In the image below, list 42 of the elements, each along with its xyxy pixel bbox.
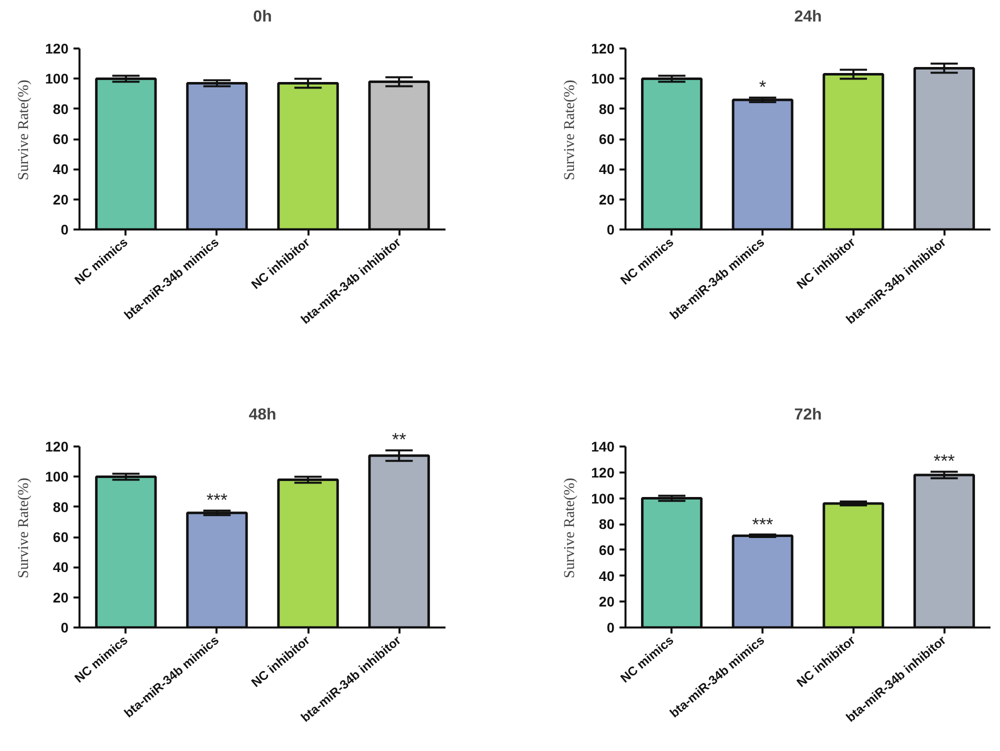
y-tick-label: 140 [591,438,615,455]
y-tick-label: 40 [52,559,69,576]
y-tick-label: 60 [598,131,615,148]
y-tick-label: 100 [45,468,69,485]
y-tick-label: 120 [45,438,69,455]
y-tick-label: 60 [598,542,615,558]
chart-title: 0h [253,8,272,26]
y-tick-label: 80 [598,516,615,532]
annotation: ** [392,430,406,450]
y-tick-label: 80 [52,100,69,117]
y-tick-label: 60 [52,131,69,148]
y-tick-label: 60 [52,529,69,546]
y-tick-label: 40 [598,161,615,178]
y-tick-label: 100 [591,490,615,506]
y-tick-label: 120 [591,40,615,57]
y-axis-title: Survive Rate(%) [16,80,32,180]
y-tick-label: 0 [60,620,69,636]
annotation: *** [752,514,774,534]
y-tick-label: 40 [598,568,615,584]
y-tick-label: 20 [52,589,69,606]
chart-title: 48h [248,406,276,424]
chart-title: 72h [794,406,822,424]
y-tick-label: 0 [60,222,69,238]
y-tick-label: 100 [45,70,69,87]
y-tick-label: 0 [606,620,615,636]
annotation: *** [934,451,955,472]
y-tick-label: 80 [52,498,69,515]
y-axis-title: Survive Rate(%) [562,478,578,578]
y-tick-label: 120 [591,464,615,480]
y-tick-label: 100 [591,70,615,87]
y-tick-label: 20 [598,191,615,208]
y-axis-title: Survive Rate(%) [16,478,32,578]
y-tick-label: 80 [598,100,615,117]
annotation: * [759,76,766,97]
y-tick-label: 20 [52,191,69,208]
y-tick-label: 40 [52,161,69,178]
y-tick-label: 120 [45,40,69,57]
y-tick-label: 20 [598,594,615,610]
y-tick-label: 0 [606,222,615,238]
annotation: *** [206,490,228,510]
y-axis-title: Survive Rate(%) [562,80,578,180]
chart-title: 24h [794,8,822,26]
